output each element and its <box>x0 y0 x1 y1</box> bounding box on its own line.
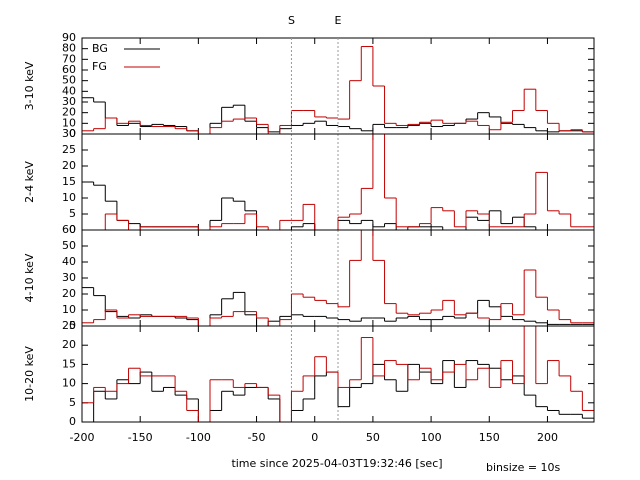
y-tick-label: 0 <box>69 127 76 140</box>
x-tick-label: -150 <box>128 431 153 444</box>
y-tick-label: 0 <box>69 415 76 428</box>
y-tick-label: 20 <box>62 338 76 351</box>
y-tick-label: 15 <box>62 357 76 370</box>
y-tick-label: 5 <box>69 396 76 409</box>
y-tick-label: 70 <box>62 52 76 65</box>
y-tick-label: 0 <box>69 223 76 236</box>
y-tick-label: 15 <box>62 175 76 188</box>
y-tick-label: 40 <box>62 255 76 268</box>
x-tick-label: 150 <box>479 431 500 444</box>
plot-area <box>82 230 594 326</box>
x-tick-label: -50 <box>248 431 266 444</box>
x-tick-label: 200 <box>537 431 558 444</box>
marker-label: S <box>288 14 295 27</box>
y-tick-label: 30 <box>62 271 76 284</box>
y-tick-label: 10 <box>62 116 76 129</box>
binsize-note: binsize = 10s <box>486 461 561 474</box>
plot-area <box>82 134 594 230</box>
x-tick-label: -200 <box>70 431 95 444</box>
y-tick-label: 30 <box>62 95 76 108</box>
y-tick-label: 10 <box>62 303 76 316</box>
x-tick-label: 100 <box>421 431 442 444</box>
y-tick-label: 25 <box>62 319 76 332</box>
y-tick-label: 50 <box>62 239 76 252</box>
x-tick-label: -100 <box>186 431 211 444</box>
x-axis-label: time since 2025-04-03T19:32:46 [sec] <box>231 457 442 470</box>
y-axis-label: 2-4 keV <box>23 161 36 203</box>
y-tick-label: 60 <box>62 63 76 76</box>
marker-label: E <box>335 14 342 27</box>
y-tick-label: 0 <box>69 319 76 332</box>
y-tick-label: 90 <box>62 31 76 44</box>
y-tick-label: 20 <box>62 106 76 119</box>
y-tick-label: 20 <box>62 159 76 172</box>
y-tick-label: 10 <box>62 377 76 390</box>
x-tick-label: 0 <box>311 431 318 444</box>
y-tick-label: 10 <box>62 191 76 204</box>
plot-area <box>82 326 594 422</box>
legend-label: BG <box>92 42 108 55</box>
y-tick-label: 60 <box>62 223 76 236</box>
y-tick-label: 30 <box>62 127 76 140</box>
y-axis-label: 4-10 keV <box>23 253 36 302</box>
y-axis-label: 3-10 keV <box>23 61 36 110</box>
y-tick-label: 80 <box>62 42 76 55</box>
y-tick-label: 40 <box>62 84 76 97</box>
y-tick-label: 20 <box>62 287 76 300</box>
y-axis-label: 10-20 keV <box>23 346 36 402</box>
panel-frame <box>81 325 595 423</box>
legend-label: FG <box>92 60 107 73</box>
y-tick-label: 5 <box>69 207 76 220</box>
y-tick-label: 25 <box>62 143 76 156</box>
x-tick-label: 50 <box>366 431 380 444</box>
y-tick-label: 50 <box>62 74 76 87</box>
